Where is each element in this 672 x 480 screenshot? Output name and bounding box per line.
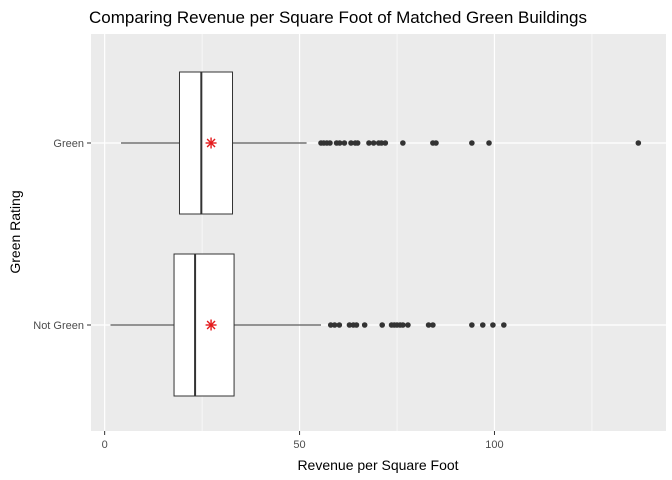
outlier-point	[354, 140, 361, 146]
axis-ticks: 0 50 100 Green Not Green	[33, 138, 503, 451]
x-tick-label: 50	[293, 439, 305, 451]
outlier-point	[469, 322, 475, 328]
outlier-point	[327, 140, 333, 146]
chart-title: Comparing Revenue per Square Foot of Mat…	[89, 8, 587, 27]
outlier-point	[366, 140, 372, 146]
outlier-point	[336, 322, 343, 328]
outlier-point	[353, 322, 360, 328]
outlier-point	[327, 322, 334, 328]
outlier-point	[430, 322, 436, 328]
outlier-point	[469, 140, 475, 146]
y-tick-label: Green	[53, 138, 84, 150]
mean-marker-stroke	[206, 138, 216, 148]
outlier-point	[331, 322, 338, 328]
x-tick-label: 100	[485, 439, 503, 451]
outlier-point	[382, 140, 389, 146]
box-iqr	[173, 253, 235, 397]
outlier-point	[400, 322, 406, 328]
outlier-point	[501, 322, 507, 328]
outlier-point	[348, 140, 354, 146]
outlier-point	[346, 322, 353, 328]
outlier-point	[486, 140, 492, 146]
outlier-point	[479, 322, 486, 328]
outlier-point	[425, 322, 432, 328]
outlier-point	[379, 322, 386, 328]
outlier-point	[378, 140, 385, 146]
outlier-point	[370, 140, 377, 146]
box-green	[121, 71, 642, 215]
outlier-point	[433, 140, 439, 146]
mean-marker-stroke	[206, 320, 216, 330]
x-tick-label: 0	[102, 439, 108, 451]
y-tick-label: Not Green	[33, 320, 84, 332]
x-axis-title: Revenue per Square Foot	[297, 457, 458, 473]
mean-marker	[205, 137, 217, 149]
box-series	[110, 71, 642, 397]
outlier-point	[635, 140, 642, 146]
outlier-point	[400, 140, 406, 146]
box-not-green	[110, 253, 507, 397]
outlier-point	[336, 140, 343, 146]
y-axis-title: Green Rating	[7, 190, 23, 273]
outlier-point	[361, 322, 368, 328]
outlier-point	[341, 140, 348, 146]
mean-marker	[205, 319, 217, 331]
outlier-point	[405, 322, 411, 328]
outlier-point	[490, 322, 496, 328]
